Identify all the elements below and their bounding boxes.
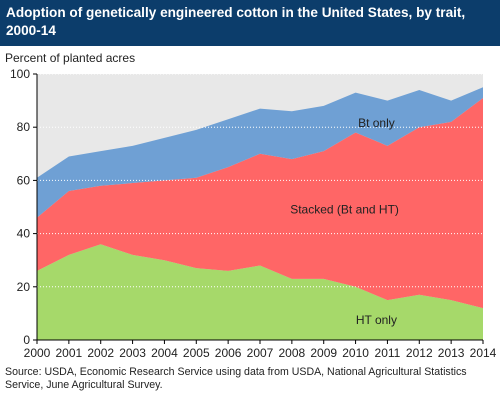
source-line-1: Source: USDA, Economic Research Service … bbox=[5, 366, 467, 378]
y-tick-label: 0 bbox=[23, 333, 30, 347]
y-tick-label: 60 bbox=[17, 173, 31, 187]
x-tick-label: 2000 bbox=[24, 346, 51, 360]
chart-title: Adoption of genetically engineered cotto… bbox=[0, 0, 500, 46]
x-tick-label: 2006 bbox=[215, 346, 242, 360]
y-axis-label: Percent of planted acres bbox=[5, 51, 136, 65]
area-series-stacked-bt-and-ht bbox=[37, 97, 483, 309]
chart-title-line-1: Adoption of genetically engineered cotto… bbox=[6, 5, 466, 20]
x-tick-label: 2001 bbox=[56, 346, 83, 360]
x-tick-label: 2011 bbox=[375, 346, 401, 360]
x-tick-label: 2007 bbox=[247, 346, 274, 360]
y-tick-label: 40 bbox=[17, 227, 31, 241]
source-line-2: Service, June Agricultural Survey. bbox=[5, 379, 163, 391]
area-series-ht-only bbox=[37, 244, 483, 340]
series-label: Stacked (Bt and HT) bbox=[290, 203, 399, 217]
series-label: HT only bbox=[356, 313, 397, 327]
chart-title-line-2: 2000-14 bbox=[6, 23, 56, 38]
x-tick-label: 2005 bbox=[183, 346, 210, 360]
x-tick-label: 2004 bbox=[151, 346, 178, 360]
x-tick-label: 2002 bbox=[87, 346, 114, 360]
y-tick-label: 100 bbox=[10, 67, 30, 81]
x-tick-label: 2009 bbox=[310, 346, 337, 360]
area-series-bt-only bbox=[37, 87, 483, 218]
x-tick-label: 2013 bbox=[438, 346, 465, 360]
x-tick-label: 2008 bbox=[279, 346, 306, 360]
source-note: Source: USDA, Economic Research Service … bbox=[5, 366, 495, 392]
series-label: Bt only bbox=[358, 116, 395, 130]
x-tick-label: 2012 bbox=[406, 346, 433, 360]
x-tick-label: 2014 bbox=[470, 346, 497, 360]
x-tick-label: 2003 bbox=[119, 346, 146, 360]
y-tick-label: 20 bbox=[17, 280, 31, 294]
y-tick-label: 80 bbox=[17, 120, 31, 134]
x-tick-label: 2010 bbox=[342, 346, 369, 360]
